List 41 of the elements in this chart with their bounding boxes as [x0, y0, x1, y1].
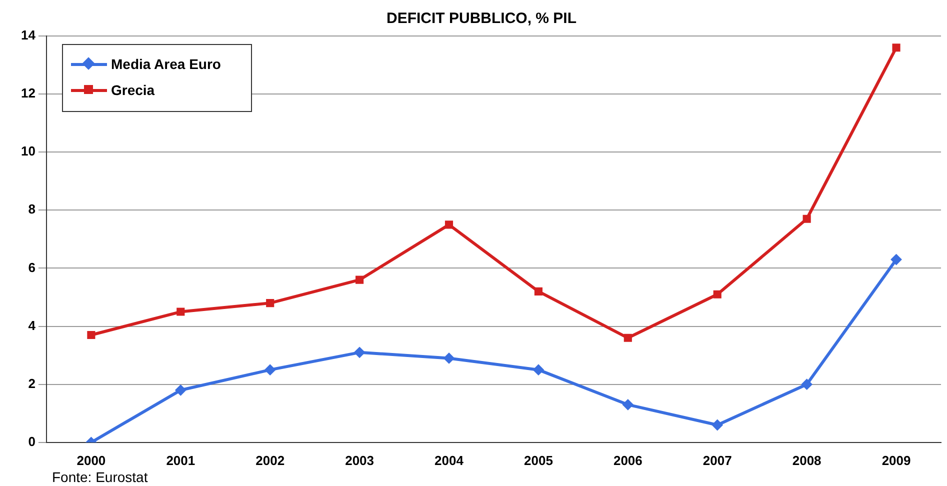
point — [354, 346, 366, 358]
x-tick-label: 2006 — [613, 452, 642, 468]
y-tick-label: 4 — [28, 318, 36, 333]
x-tick-label: 2001 — [166, 452, 196, 468]
x-tick-label: 2002 — [256, 452, 285, 468]
chart-title: DEFICIT PUBBLICO, % PIL — [386, 10, 577, 28]
point — [175, 384, 186, 396]
y-tick-label: 2 — [28, 376, 36, 391]
point — [892, 44, 900, 52]
point — [712, 419, 723, 430]
point — [713, 290, 722, 298]
x-tick-label: 2005 — [524, 452, 553, 468]
point — [87, 330, 96, 340]
y-tick-label: 6 — [28, 260, 36, 275]
point — [801, 378, 812, 390]
point — [622, 399, 634, 410]
point — [624, 334, 632, 342]
point — [356, 276, 364, 284]
x-tick-label: 2008 — [792, 452, 822, 468]
x-tick-label: 2004 — [434, 452, 464, 468]
source-note: Fonte: Eurostat — [52, 469, 148, 485]
x-tick-label: 2000 — [76, 452, 106, 468]
x-tick-label: 2007 — [702, 452, 732, 468]
x-tick-label: 2003 — [345, 452, 374, 468]
point — [444, 220, 454, 229]
point — [266, 299, 274, 308]
point — [890, 254, 902, 266]
point — [176, 308, 185, 316]
point — [802, 214, 811, 223]
point — [534, 287, 542, 296]
y-tick-label: 12 — [20, 86, 36, 101]
point — [264, 364, 276, 376]
y-tick-label: 10 — [20, 144, 36, 159]
legend-label: Media Area Euro — [111, 56, 221, 72]
point — [444, 352, 455, 364]
x-tick-label: 2009 — [882, 452, 911, 468]
legend-label: Grecia — [111, 82, 155, 98]
y-tick-label: 8 — [28, 202, 36, 217]
point — [532, 364, 544, 376]
y-tick-label: 14 — [20, 28, 36, 43]
y-tick-label: 0 — [28, 434, 36, 449]
